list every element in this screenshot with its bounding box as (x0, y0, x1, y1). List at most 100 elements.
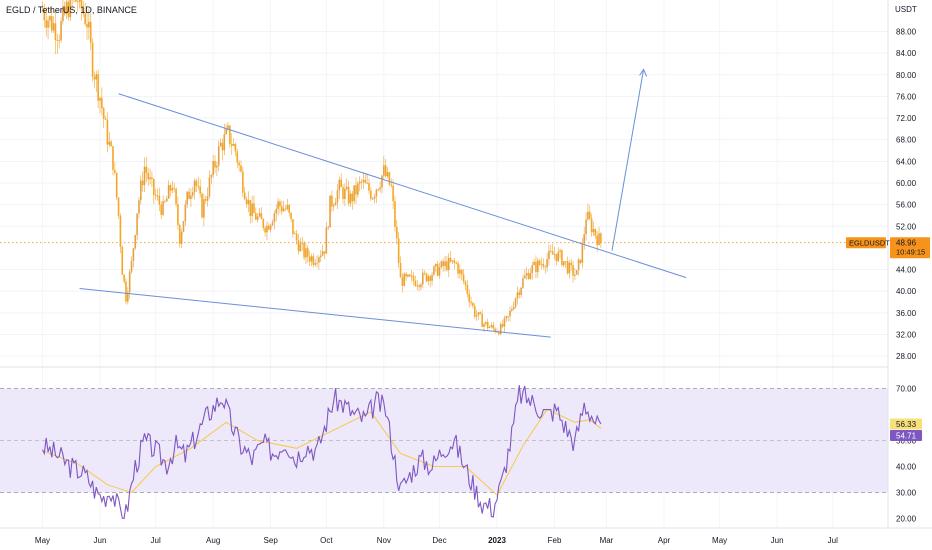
symbol-tag: EGLDUSDT (849, 239, 890, 248)
candle-body (266, 225, 268, 233)
price-tick-label: 64.00 (896, 157, 917, 166)
candle-body (256, 216, 259, 220)
candle-body (65, 1, 68, 14)
candle-body (108, 141, 111, 145)
candle-body (362, 179, 365, 182)
candle-body (247, 200, 250, 205)
candle-body (130, 260, 133, 272)
candle-body (78, 0, 81, 2)
candle-body (494, 328, 496, 332)
candle-body (128, 271, 131, 293)
candle-body (275, 208, 278, 214)
candle-body (282, 208, 285, 212)
candle-body (518, 292, 521, 295)
candle-body (43, 10, 46, 21)
candle-body (173, 188, 176, 189)
candle-body (147, 172, 150, 180)
candle-body (421, 272, 424, 285)
candle-body (50, 16, 53, 31)
candle-body (409, 274, 411, 277)
candle-body (217, 146, 220, 166)
candle-body (438, 267, 441, 276)
candle-body (507, 316, 509, 318)
candle-body (138, 200, 140, 214)
rsi-tick-label: 20.00 (896, 515, 917, 524)
rsi-value-label: 56.33 (896, 420, 917, 429)
candle-body (366, 182, 368, 184)
candle-body (423, 272, 426, 274)
time-axis[interactable]: May Jun Jul Aug Sep Oct Nov Dec 2023 Feb Mar Apr May… (35, 536, 838, 545)
candle-body (548, 250, 550, 260)
candle-body (89, 21, 92, 43)
candle-body (112, 146, 114, 171)
candle-body (583, 234, 585, 244)
candle-body (91, 42, 94, 77)
candle-body (206, 196, 209, 201)
candle-body (596, 235, 598, 246)
candle-body (165, 198, 168, 202)
candle-body (95, 74, 98, 80)
candle-body (414, 280, 417, 286)
rsi-pane[interactable] (0, 385, 888, 520)
projection-arrow[interactable] (611, 69, 645, 251)
candle-body (462, 274, 465, 282)
candle-body (553, 253, 556, 255)
time-tick-label: Jul (828, 536, 838, 545)
candle-body (431, 274, 433, 281)
candle-body (125, 281, 127, 302)
candle-body (338, 179, 341, 191)
candle-body (375, 189, 378, 197)
candle-body (457, 263, 459, 274)
price-axis[interactable]: USDT 88.00 84.00 80.00 76.00 72.00 68.00 64.00… (846, 5, 930, 361)
candle-body (149, 177, 151, 180)
candle-body (373, 196, 376, 199)
candle-body (305, 248, 307, 258)
candle-body (190, 195, 192, 200)
last-price-tag: EGLDUSDT 48.96 10:49:15 (846, 237, 930, 259)
candle-body (455, 262, 457, 264)
candle-body (412, 275, 415, 281)
candle-body (268, 225, 270, 230)
candle-body (499, 324, 502, 335)
candle-body (99, 97, 101, 101)
candle-body (344, 188, 346, 200)
trendline[interactable] (79, 287, 551, 338)
candle-body (331, 195, 333, 207)
drawing-tools[interactable] (79, 68, 687, 338)
candle-body (403, 273, 406, 286)
candle-body (214, 161, 216, 168)
candle-body (143, 166, 146, 186)
candle-body (245, 199, 248, 205)
candle-body (524, 275, 526, 279)
candle-body (141, 180, 144, 186)
candle-body (473, 305, 476, 317)
candle-body (449, 257, 452, 262)
candle-body (535, 261, 537, 273)
candle-body (301, 242, 304, 244)
symbol-tag-background (846, 237, 886, 249)
candle-body (293, 233, 296, 235)
candle-body (117, 197, 120, 216)
candle-body (453, 260, 456, 263)
candle-body (410, 275, 413, 277)
trendline[interactable] (118, 93, 687, 279)
price-tick-label: 88.00 (896, 28, 917, 37)
candle-body (511, 309, 513, 311)
candle-body (249, 200, 252, 216)
candle-body (355, 185, 357, 195)
candle-body (260, 213, 263, 220)
candle-body (82, 7, 85, 14)
candle-body (325, 227, 328, 254)
price-tick-label: 84.00 (896, 49, 917, 58)
candle-body (216, 165, 218, 168)
candle-body (527, 273, 530, 279)
candle-body (585, 219, 587, 235)
candle-body (184, 204, 187, 222)
candle-body (436, 263, 439, 276)
candle-body (349, 193, 352, 204)
candle-body (407, 274, 409, 277)
candle-body (156, 195, 159, 197)
candle-body (225, 128, 227, 135)
